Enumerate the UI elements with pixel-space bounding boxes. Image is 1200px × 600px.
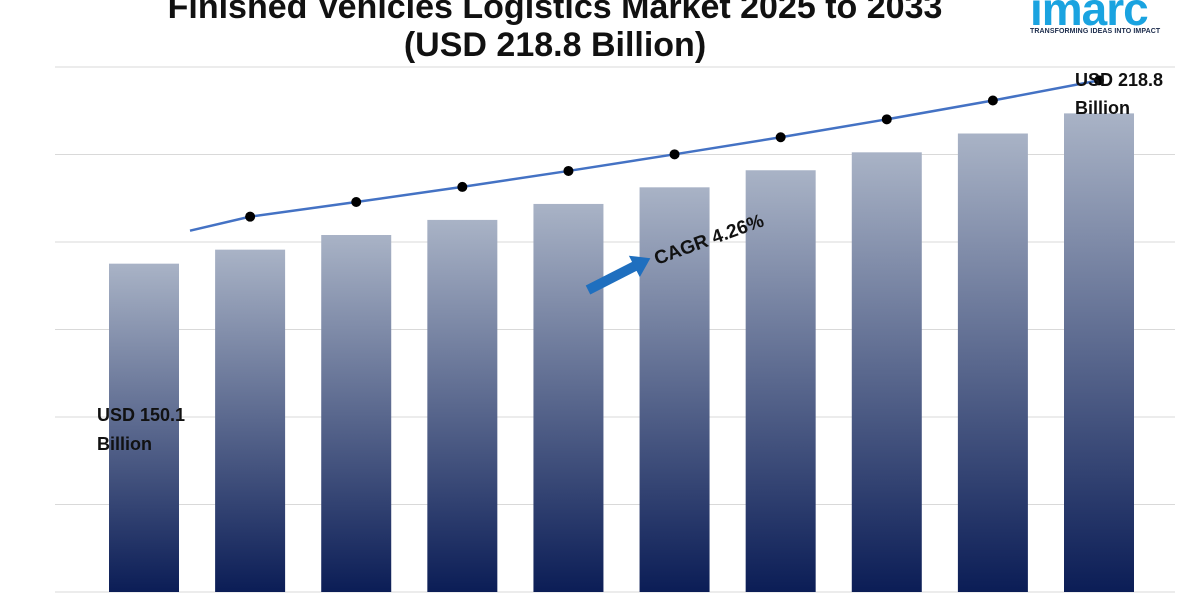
start-value-label: USD 150.1: [97, 405, 185, 425]
logo-tagline: TRANSFORMING IDEAS INTO IMPACT: [1030, 28, 1161, 35]
chart-title-line-1: Finished Vehicles Logistics Market 2025 …: [167, 0, 943, 26]
end-value-unit: Billion: [1075, 98, 1130, 118]
imarc-logo: imarc TRANSFORMING IDEAS INTO IMPACT: [1030, 0, 1180, 38]
trend-marker: [351, 197, 362, 207]
bar: [215, 249, 286, 592]
cagr-arrow: [585, 255, 651, 295]
end-value-label: USD 218.8: [1075, 70, 1163, 90]
logo-wordmark: imarc: [1030, 0, 1149, 35]
bar: [851, 152, 922, 592]
bar: [639, 187, 710, 592]
chart-title: Finished Vehicles Logistics Market 2025 …: [150, 0, 960, 64]
bar: [1064, 113, 1134, 592]
trend-marker: [881, 114, 892, 125]
bar: [745, 170, 816, 592]
cagr-arrow-head: [628, 255, 651, 278]
trend-line-path: [189, 79, 1100, 232]
bars: [109, 113, 1134, 592]
bar: [427, 219, 498, 592]
bar: [957, 133, 1028, 592]
chart-title-line-2: (USD 218.8 Billion): [403, 26, 707, 64]
trend-marker: [245, 211, 256, 222]
bar: [109, 263, 179, 592]
trend-marker: [457, 181, 468, 192]
trend-line: [189, 75, 1104, 232]
trend-marker: [563, 165, 574, 176]
bar: [321, 235, 392, 592]
trend-marker: [669, 149, 680, 160]
trend-marker: [987, 95, 998, 106]
cagr-arrow-shaft: [585, 261, 639, 295]
trend-marker: [1094, 75, 1104, 86]
bar: [533, 203, 604, 592]
trend-marker: [775, 132, 786, 143]
start-value-unit: Billion: [97, 434, 152, 454]
